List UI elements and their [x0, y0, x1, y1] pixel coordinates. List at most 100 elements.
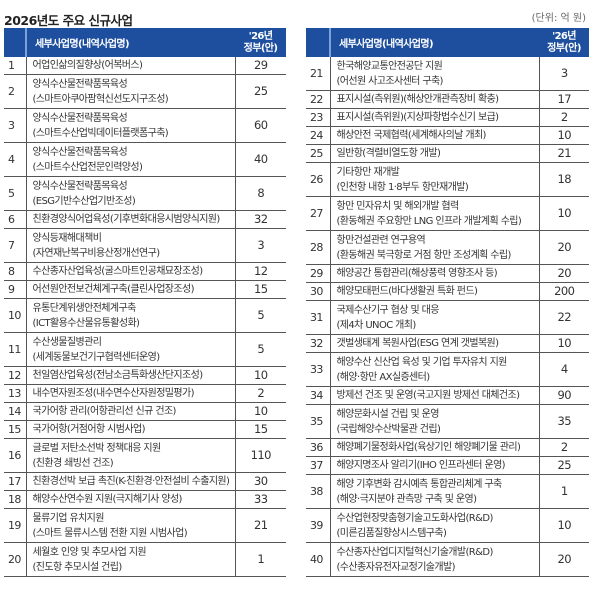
header-budget-label: 정부(안)	[243, 42, 278, 54]
project-name: 해양모태펀드(바다생활권 특화 펀드)	[336, 286, 478, 297]
project-name-cell: 세월호 인양 및 추모사업 지원 (진도항 추모시설 건립)	[26, 542, 235, 577]
project-name: 해양수산 신산업 육성 및 기업 투자유치 지원	[336, 356, 508, 368]
row-number: 14	[4, 402, 27, 421]
project-name: 갯벌생태계 복원사업(ESG 연계 갯벌복원)	[336, 338, 500, 349]
project-name: 유통단계위생안전체계구축	[32, 302, 137, 314]
row-number: 38	[306, 474, 331, 509]
row-number: 20	[4, 542, 27, 577]
table-row: 29 해양공간 통합관리(해상풍력 영향조사 등) 20	[306, 264, 589, 283]
table-row: 3 양식수산물전략품목육성 (스마트수산업빅데이터플랫폼구축) 60	[4, 108, 286, 143]
budget-value: 21	[234, 508, 286, 543]
sub-project-name: (환동해권 주요항만 LNG 인프라 개발계획 수립)	[336, 215, 522, 227]
budget-value: 60	[234, 108, 286, 143]
project-name: 수산종자산업디지털혁신기술개발(R&D)	[336, 546, 494, 558]
project-name: 어선원안전보건체계구축(클린사업장조성)	[32, 284, 195, 295]
header-budget: '26년 정부(안)	[235, 28, 286, 57]
table-row: 35 해양문화시설 건립 및 운영 (국립해양수산박물관 건립) 35	[306, 404, 589, 439]
table-row: 19 물류기업 유치지원 (스마트 물류시스템 전환 지원 시범사업) 21	[4, 508, 286, 543]
budget-value: 25	[538, 456, 589, 475]
table-row: 36 해양폐기물정화사업(육상기인 해양폐기물 관리) 2	[306, 438, 589, 457]
project-name: 해양 기후변화 감시예측 통합관리체계 구축	[336, 478, 503, 490]
budget-value: 5	[234, 298, 286, 333]
row-number: 23	[306, 108, 331, 127]
project-name-cell: 물류기업 유치지원 (스마트 물류시스템 전환 지원 시범사업)	[26, 508, 235, 543]
project-name: 일반항(격렬비열도항 개발)	[336, 148, 441, 159]
project-name: 방제선 건조 및 운영(국고지원 방제선 대체건조)	[336, 390, 521, 401]
row-number: 11	[4, 332, 27, 367]
project-name: 해양수산연수원 지원(극지해기사 양성)	[32, 494, 183, 505]
project-name-cell: 수산업현장맞춤형기술고도화사업(R&D) (미른김품질향상시스템구축)	[330, 508, 539, 543]
budget-value: 110	[234, 438, 286, 473]
row-number: 40	[306, 542, 331, 577]
table-row: 17 친환경선박 보급 촉진(K-친환경·안전설비 수출지원) 30	[4, 472, 286, 491]
project-name-cell: 해양공간 통합관리(해상풍력 영향조사 등)	[330, 264, 539, 283]
budget-value: 4	[538, 352, 589, 387]
sub-project-name: (진도항 추모시설 건립)	[32, 561, 123, 573]
table-row: 16 글로벌 저탄소선박 정책대응 지원 (친환경 쇄빙선 건조) 110	[4, 438, 286, 473]
sub-project-name: (스마트 물류시스템 전환 지원 시범사업)	[32, 527, 188, 539]
header-budget-label: 정부(안)	[547, 42, 581, 54]
budget-value: 2	[234, 384, 286, 403]
table-header: 세부사업명(내역사업명) '26년 정부(안)	[306, 28, 589, 57]
row-number: 8	[4, 262, 27, 281]
table-row: 14 국가어항 관리(어항관리선 신규 건조) 10	[4, 402, 286, 421]
project-name-cell: 해양수산연수원 지원(극지해기사 양성)	[26, 490, 235, 509]
row-number: 29	[306, 264, 331, 283]
row-number: 33	[306, 352, 331, 387]
project-name: 내수면자원조성(내수면수산자원정밀평가)	[32, 388, 195, 399]
budget-value: 33	[234, 490, 286, 509]
table-row: 11 수산생물질병관리 (세계동물보건기구협력센터운영) 5	[4, 332, 286, 367]
project-name: 글로벌 저탄소선박 정책대응 지원	[32, 442, 162, 454]
budget-value: 2	[538, 438, 589, 457]
sub-project-name: (수산종자유전자교정기술개발)	[336, 561, 456, 573]
header-budget-year: '26년	[552, 30, 576, 42]
project-name-cell: 해양문화시설 건립 및 운영 (국립해양수산박물관 건립)	[330, 404, 539, 439]
project-name: 항만 민자유치 및 해외개발 협력	[336, 200, 460, 212]
header-number	[306, 28, 331, 57]
table-row: 20 세월호 인양 및 추모사업 지원 (진도항 추모시설 건립) 1	[4, 542, 286, 577]
project-name-cell: 수산생물질병관리 (세계동물보건기구협력센터운영)	[26, 332, 235, 367]
row-number: 26	[306, 162, 331, 197]
row-number: 16	[4, 438, 27, 473]
budget-value: 3	[538, 57, 589, 91]
row-number: 35	[306, 404, 331, 439]
budget-value: 12	[234, 262, 286, 281]
table-row: 30 해양모태펀드(바다생활권 특화 펀드) 200	[306, 282, 589, 301]
row-number: 7	[4, 228, 27, 263]
project-name: 친환경선박 보급 촉진(K-친환경·안전설비 수출지원)	[32, 476, 230, 487]
table-row: 1 어업인삶의질향상(어복버스) 29	[4, 57, 286, 75]
project-name-cell: 글로벌 저탄소선박 정책대응 지원 (친환경 쇄빙선 건조)	[26, 438, 235, 473]
row-number: 3	[4, 108, 27, 143]
project-name-cell: 어업인삶의질향상(어복버스)	[26, 57, 235, 75]
project-name-cell: 양식등재해대책비 (자연재난복구비용산정개선연구)	[26, 228, 235, 263]
sub-project-name: (국립해양수산박물관 건립)	[336, 423, 441, 435]
table-row: 2 양식수산물전략품목육성 (스마트아쿠아팜혁신선도지구조성) 25	[4, 74, 286, 109]
row-number: 37	[306, 456, 331, 475]
project-name: 천일염산업육성(전남소금특화생산단지조성)	[32, 370, 204, 381]
row-number: 34	[306, 386, 331, 405]
table-row: 23 표지시설(측위원)(지상파항법수신기 보급) 2	[306, 108, 589, 127]
project-name-cell: 양식수산물전략품목육성 (ESG기반수산업기반조성)	[26, 176, 235, 211]
project-name: 수산업현장맞춤형기술고도화사업(R&D)	[336, 512, 494, 524]
sub-project-name: (자연재난복구비용산정개선연구)	[32, 247, 161, 259]
row-number: 28	[306, 230, 331, 265]
project-name: 국제수산기구 협상 및 대응	[336, 304, 440, 316]
project-name-cell: 해양 기후변화 감시예측 통합관리체계 구축 (해양·극지분야 관측망 구축 및 …	[330, 474, 539, 509]
project-name-cell: 표지시설(측위원)(지상파항법수신기 보급)	[330, 108, 539, 127]
table-row: 7 양식등재해대책비 (자연재난복구비용산정개선연구) 3	[4, 228, 286, 263]
project-name: 해상안전 국제협력(세계해사의날 개최)	[336, 130, 487, 141]
row-number: 18	[4, 490, 27, 509]
row-number: 10	[4, 298, 27, 333]
budget-value: 200	[538, 282, 589, 301]
sub-project-name: (세계동물보건기구협력센터운영)	[32, 351, 161, 363]
table-row: 15 국가어항(거점어항 시범사업) 15	[4, 420, 286, 439]
project-name-cell: 해양모태펀드(바다생활권 특화 펀드)	[330, 282, 539, 301]
sub-project-name: (인천항 내항 1·8부두 항만재개발)	[336, 181, 469, 193]
project-name-cell: 어선원안전보건체계구축(클린사업장조성)	[26, 280, 235, 299]
sub-project-name: (스마트수산업빅데이터플랫폼구축)	[32, 127, 169, 139]
project-name-cell: 수산종자산업육성(굴스마트인공채묘장조성)	[26, 262, 235, 281]
row-number: 25	[306, 144, 331, 163]
budget-value: 40	[234, 142, 286, 177]
table-row: 32 갯벌생태계 복원사업(ESG 연계 갯벌복원) 10	[306, 334, 589, 353]
unit-label: (단위: 억 원)	[531, 13, 586, 24]
